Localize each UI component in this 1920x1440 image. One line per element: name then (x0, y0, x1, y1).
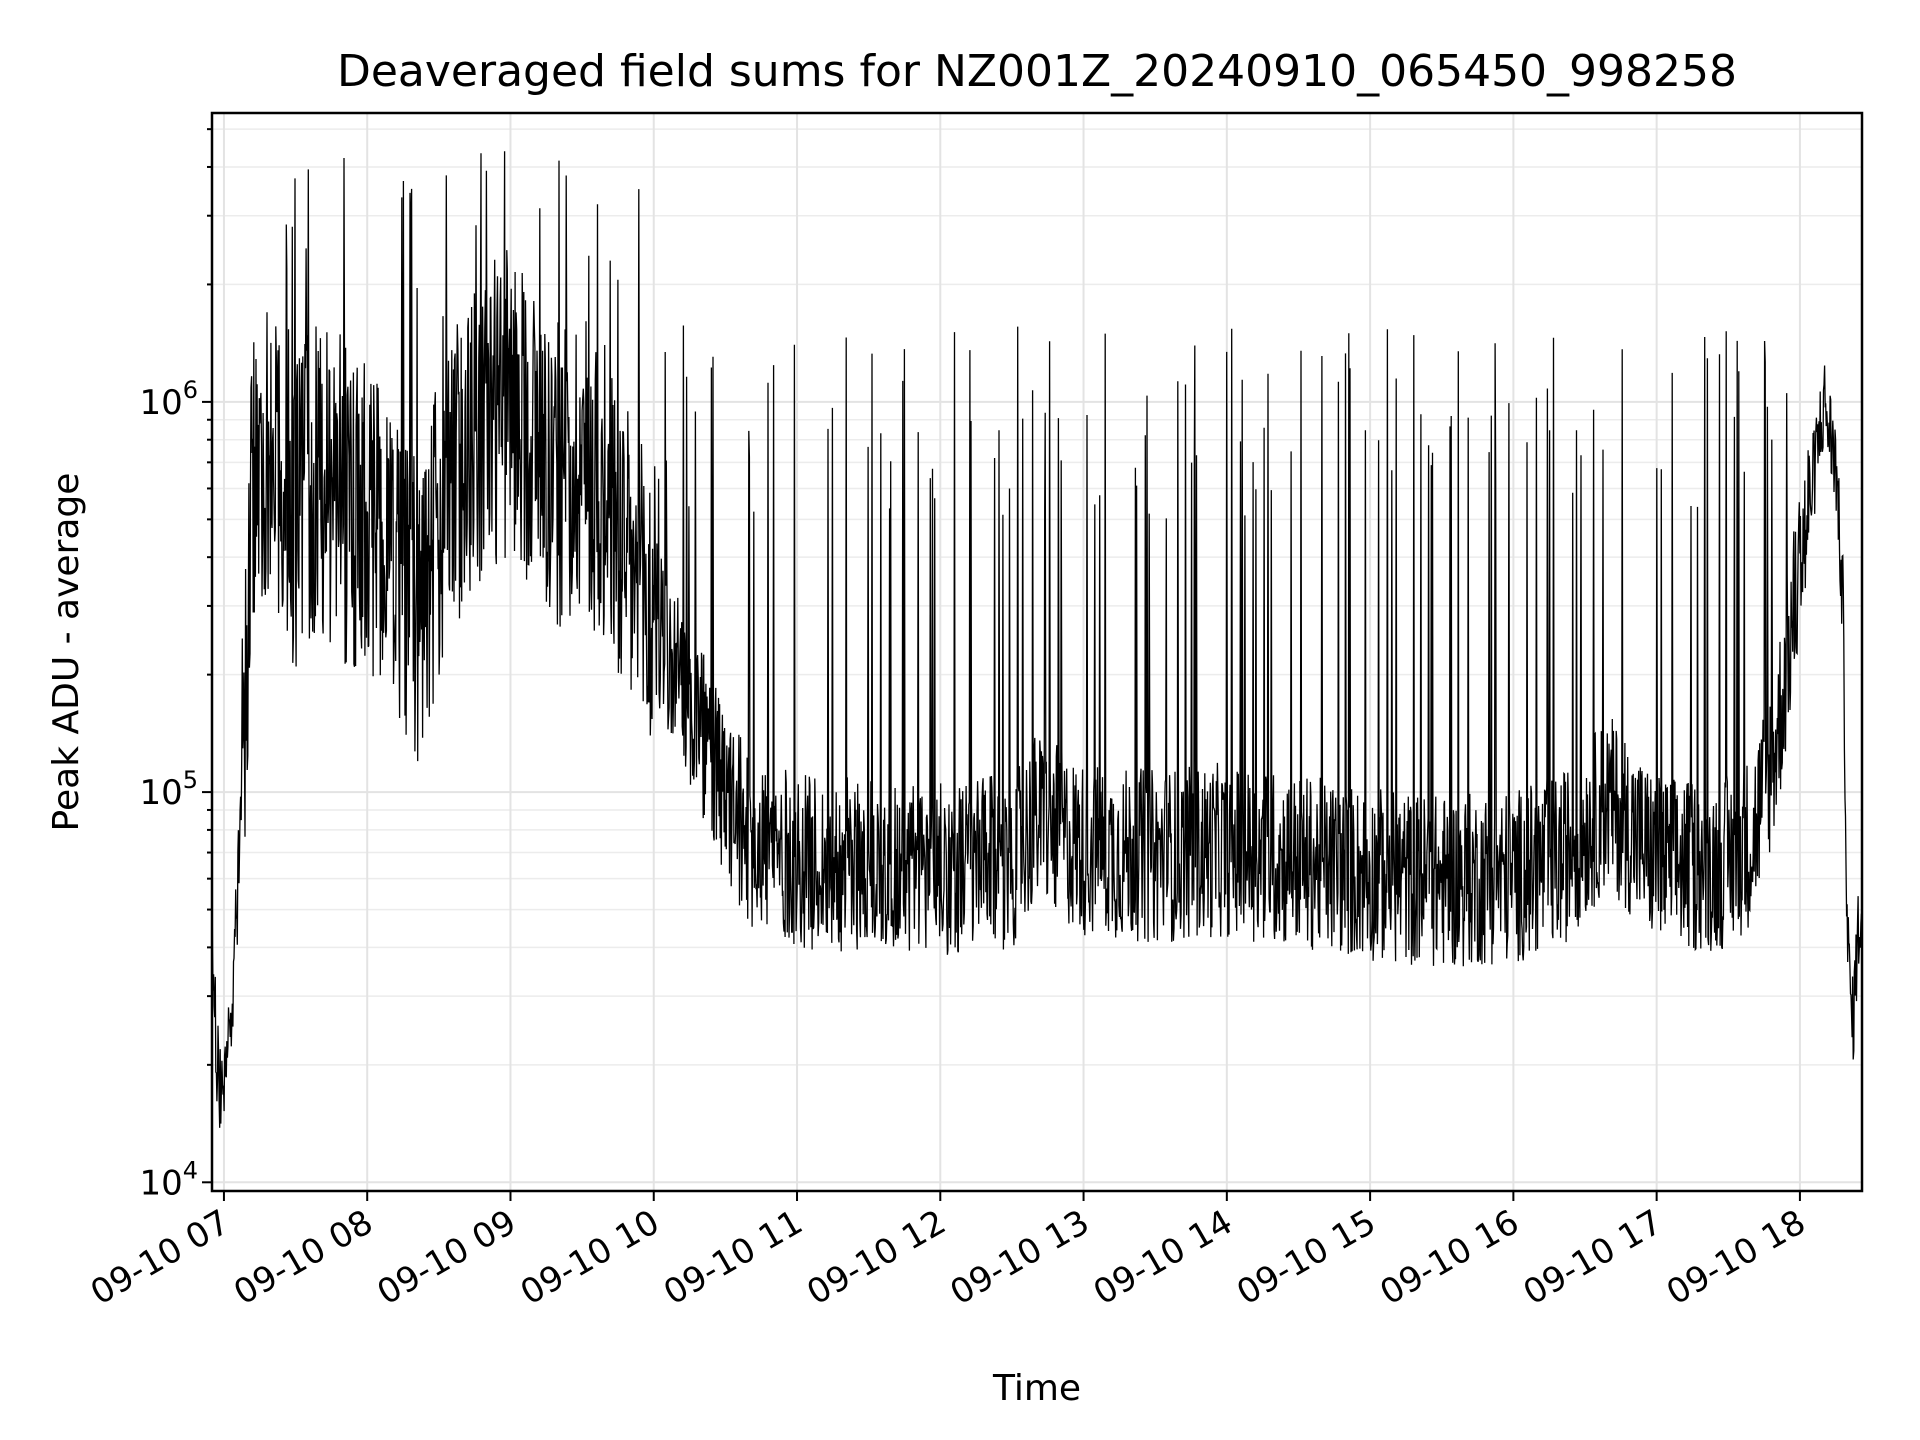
x-tick-label: 09-10 16 (1373, 1202, 1525, 1313)
x-tick-label: 09-10 11 (657, 1202, 809, 1313)
x-tick-label: 09-10 07 (84, 1202, 236, 1313)
chart-title: Deaveraged field sums for NZ001Z_2024091… (337, 46, 1737, 97)
x-axis-label: Time (992, 1368, 1081, 1409)
series-line (211, 151, 1863, 1128)
y-tick-label: 106 (139, 376, 198, 423)
plot-frame (210, 111, 1864, 1193)
x-tick-label: 09-10 17 (1517, 1202, 1669, 1313)
x-tick-label: 09-10 14 (1087, 1202, 1239, 1313)
x-tick-label: 09-10 12 (800, 1202, 952, 1313)
x-tick-label: 09-10 10 (514, 1202, 666, 1313)
y-tick-label: 104 (139, 1156, 198, 1203)
y-axis: 104 105 106 (139, 128, 212, 1203)
x-tick-label: 09-10 15 (1230, 1202, 1382, 1313)
x-tick-label: 09-10 09 (371, 1202, 523, 1313)
x-tick-label: 09-10 18 (1660, 1202, 1812, 1313)
x-tick-label: 09-10 13 (944, 1202, 1096, 1313)
y-axis-label: Peak ADU - average (46, 473, 87, 832)
y-tick-label: 105 (139, 766, 198, 813)
x-tick-label: 09-10 08 (227, 1202, 379, 1313)
series-layer (211, 151, 1863, 1128)
grid (212, 113, 1862, 1191)
